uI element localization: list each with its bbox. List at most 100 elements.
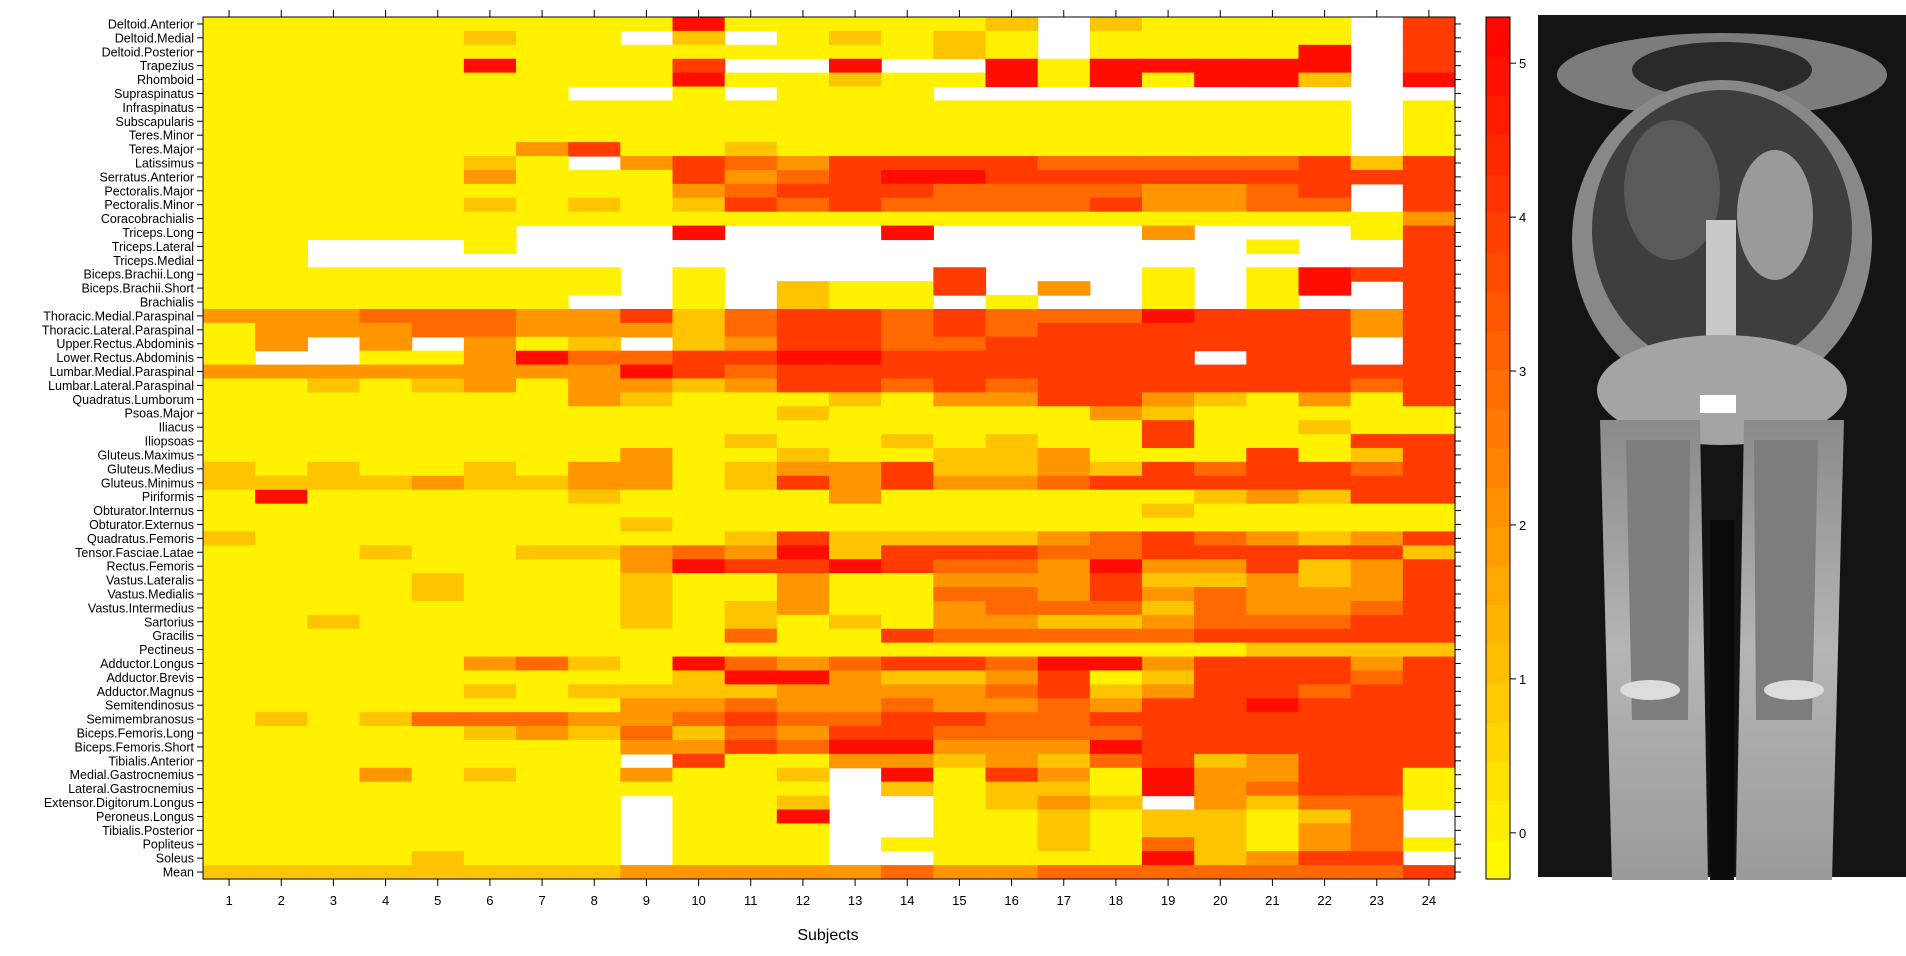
heatmap-cell bbox=[463, 767, 517, 783]
heatmap-cell bbox=[829, 726, 882, 741]
heatmap-cell bbox=[1142, 211, 1195, 227]
heatmap-cell bbox=[1350, 698, 1404, 713]
heatmap-cell bbox=[1037, 58, 1091, 74]
heatmap-cell bbox=[1037, 503, 1091, 519]
heatmap-cell bbox=[933, 448, 987, 463]
heatmap-cell bbox=[933, 503, 987, 519]
heatmap-cell bbox=[1402, 461, 1456, 477]
heatmap-cell bbox=[985, 587, 1039, 602]
heatmap-cell bbox=[933, 281, 987, 296]
heatmap-cell bbox=[307, 58, 361, 74]
heatmap-cell bbox=[411, 100, 465, 115]
heatmap-cell bbox=[1089, 656, 1143, 672]
heatmap-cell bbox=[776, 364, 830, 380]
heatmap-cell bbox=[1246, 559, 1300, 574]
colorbar-segment bbox=[1486, 173, 1510, 214]
heatmap-cell bbox=[1298, 865, 1352, 880]
colorbar-segment bbox=[1486, 526, 1510, 567]
heatmap-cell bbox=[516, 573, 569, 588]
heatmap-cell bbox=[724, 837, 778, 852]
heatmap-cell bbox=[776, 281, 830, 296]
heatmap-cell bbox=[307, 851, 361, 866]
heatmap-cell bbox=[359, 753, 413, 769]
heatmap-cell bbox=[255, 100, 308, 115]
heatmap-cell bbox=[1246, 392, 1300, 407]
heatmap-cell bbox=[1037, 100, 1091, 115]
heatmap-cell bbox=[1350, 434, 1404, 449]
heatmap-cell bbox=[255, 489, 308, 505]
heatmap-cell bbox=[1142, 461, 1195, 477]
heatmap-cell bbox=[1194, 336, 1247, 352]
heatmap-cell bbox=[255, 17, 308, 32]
heatmap-cell bbox=[1246, 837, 1300, 852]
heatmap-cell bbox=[203, 322, 256, 338]
colorbar-segment bbox=[1486, 252, 1510, 292]
heatmap-cell bbox=[1194, 58, 1247, 74]
heatmap-cell bbox=[881, 44, 934, 60]
heatmap-cell bbox=[933, 726, 987, 741]
heatmap-cell bbox=[1350, 545, 1404, 560]
heatmap-cell bbox=[881, 726, 934, 741]
heatmap-cell bbox=[620, 698, 674, 713]
heatmap-cell bbox=[568, 72, 621, 88]
heatmap-cell bbox=[568, 837, 621, 852]
x-tick-label: 20 bbox=[1213, 893, 1227, 908]
heatmap-cell bbox=[1194, 837, 1247, 852]
heatmap-cell bbox=[724, 44, 778, 60]
heatmap-cell bbox=[1089, 795, 1143, 811]
heatmap-cell bbox=[881, 587, 934, 602]
heatmap-cell bbox=[568, 322, 621, 338]
heatmap-cell bbox=[933, 100, 987, 115]
heatmap-cell bbox=[1194, 698, 1247, 713]
heatmap-cell bbox=[1089, 100, 1143, 115]
heatmap-cell bbox=[568, 726, 621, 741]
heatmap-cell bbox=[1246, 545, 1300, 560]
heatmap-cell bbox=[829, 614, 882, 630]
heatmap-cell bbox=[1194, 128, 1247, 143]
heatmap-cell bbox=[1350, 587, 1404, 602]
heatmap-cell bbox=[516, 837, 569, 852]
heatmap-cell bbox=[1089, 670, 1143, 685]
heatmap-cell bbox=[255, 656, 308, 672]
heatmap-cell bbox=[203, 573, 256, 588]
heatmap-cell bbox=[672, 225, 726, 241]
heatmap-cell bbox=[1194, 197, 1247, 213]
heatmap-cell bbox=[881, 281, 934, 296]
heatmap-cell bbox=[829, 587, 882, 602]
heatmap-cell bbox=[1089, 17, 1143, 32]
heatmap-cell bbox=[881, 684, 934, 699]
heatmap-cell bbox=[411, 517, 465, 533]
heatmap-cell bbox=[516, 712, 569, 727]
heatmap-cell bbox=[255, 86, 308, 102]
heatmap-cell bbox=[620, 183, 674, 199]
heatmap-cell bbox=[1350, 503, 1404, 519]
heatmap-cell bbox=[203, 211, 256, 227]
heatmap-cell bbox=[1402, 72, 1456, 88]
heatmap-cell bbox=[776, 489, 830, 505]
heatmap-cell bbox=[359, 322, 413, 338]
x-axis-title: Subjects bbox=[797, 927, 858, 944]
heatmap-cell bbox=[1402, 656, 1456, 672]
heatmap-cell bbox=[255, 559, 308, 574]
heatmap-cell bbox=[255, 614, 308, 630]
heatmap-cell bbox=[829, 72, 882, 88]
y-tick-label: Serratus.Anterior bbox=[100, 170, 194, 184]
heatmap-cell bbox=[411, 781, 465, 797]
heatmap-cell bbox=[463, 503, 517, 519]
heatmap-cell bbox=[1142, 865, 1195, 880]
y-tick-label: Mean bbox=[163, 866, 194, 880]
heatmap-cell bbox=[1089, 739, 1143, 755]
heatmap-cell bbox=[516, 698, 569, 713]
heatmap-cell bbox=[1142, 753, 1195, 769]
colorbar-segment bbox=[1486, 95, 1510, 136]
heatmap-cell bbox=[829, 378, 882, 393]
heatmap-cell bbox=[568, 58, 621, 74]
heatmap-cell bbox=[411, 684, 465, 699]
heatmap-cell bbox=[985, 114, 1039, 129]
heatmap-cell bbox=[776, 559, 830, 574]
y-tick-label: Iliopsoas bbox=[145, 435, 194, 449]
heatmap-cell bbox=[672, 600, 726, 616]
heatmap-cell bbox=[1246, 281, 1300, 296]
heatmap-cell bbox=[1089, 559, 1143, 574]
heatmap-cell bbox=[1298, 614, 1352, 630]
